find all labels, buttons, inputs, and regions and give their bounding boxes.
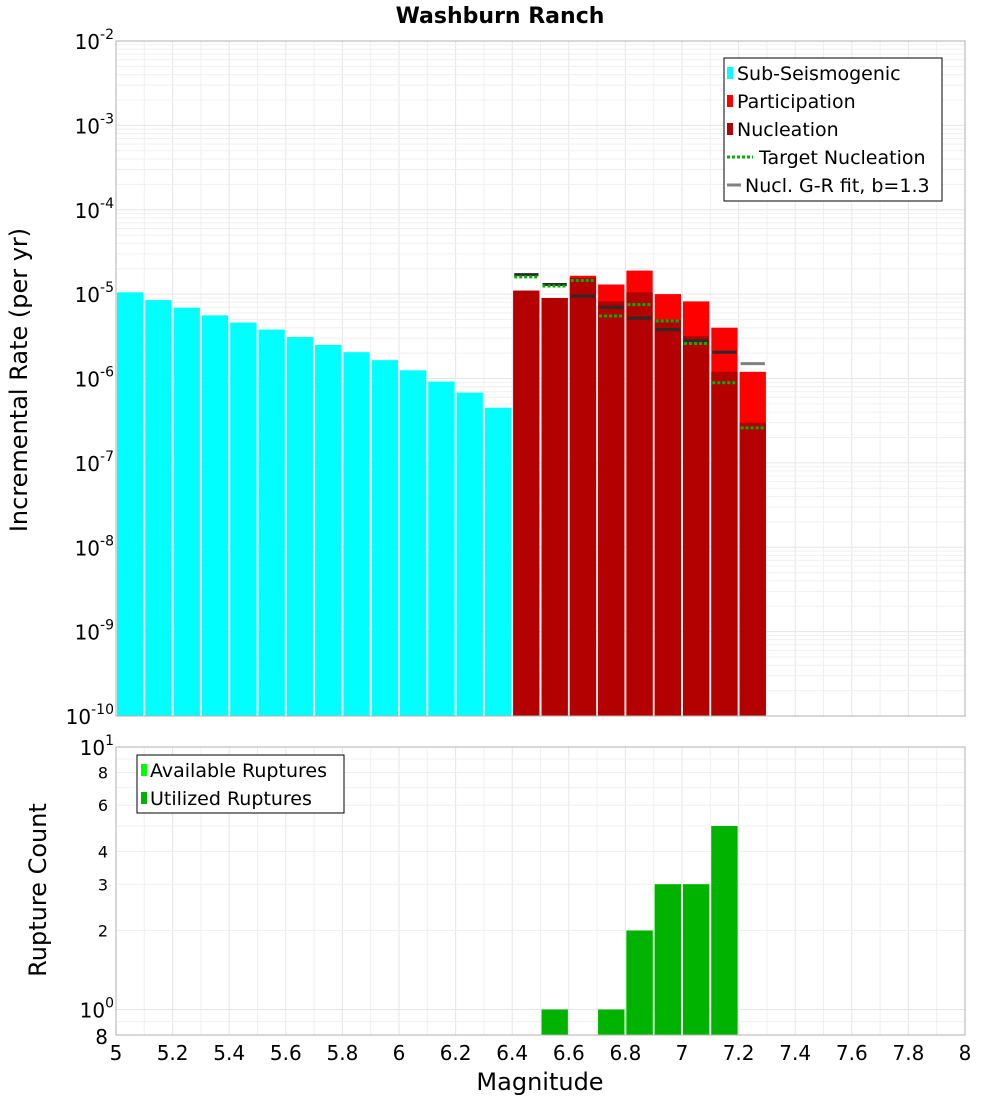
bottom-y-tick-label: 4 — [98, 842, 108, 861]
x-tick-label: 5.2 — [157, 1041, 189, 1065]
top-marks — [514, 273, 765, 430]
utilized-ruptures-bar — [626, 930, 653, 1035]
top-y-axis-label: Incremental Rate (per yr) — [5, 228, 33, 532]
utilized-ruptures-bar — [711, 826, 738, 1035]
legend-label-gr-fit: Nucl. G-R fit, b=1.3 — [745, 175, 930, 197]
x-tick-label: 7.4 — [779, 1041, 811, 1065]
nucleation-bar — [569, 278, 597, 716]
sub-seismogenic-bar — [258, 329, 285, 716]
legend-label-sub-seismogenic: Sub-Seismogenic — [737, 63, 901, 85]
top-plot: 10-10 10-9 10-8 10-7 10-6 10-5 10-4 10-3 10-2 In… — [5, 27, 966, 729]
nucleation-bar — [598, 301, 625, 716]
legend-label-available-ruptures: Available Ruptures — [150, 760, 327, 782]
bottom-bars — [541, 826, 738, 1035]
top-bars — [117, 270, 766, 716]
bottom-y-tick-label: 8 — [98, 763, 108, 782]
sub-seismogenic-bar — [456, 392, 483, 716]
nucleation-bar — [626, 292, 653, 716]
nucleation-bar — [683, 335, 710, 716]
nucleation-bar — [513, 290, 540, 716]
x-tick-label: 5 — [110, 1041, 123, 1065]
legend-swatch-sub-seismogenic — [727, 67, 733, 79]
top-y-tick-label: 10-4 — [75, 196, 115, 223]
sub-seismogenic-bar — [117, 292, 144, 716]
top-legend: Sub-Seismogenic Participation Nucleation… — [723, 57, 943, 202]
x-tick-label: 7.2 — [723, 1041, 755, 1065]
sub-seismogenic-bar — [173, 307, 200, 716]
x-tick-label: 7 — [676, 1041, 689, 1065]
top-y-tick-label: 10-5 — [75, 280, 114, 307]
legend-swatch-available-ruptures — [141, 764, 147, 776]
legend-swatch-participation — [727, 95, 733, 107]
bottom-legend: Available Ruptures Utilized Ruptures — [136, 754, 345, 814]
legend-label-participation: Participation — [737, 91, 856, 113]
x-tick-label: 7.6 — [836, 1041, 868, 1065]
sub-seismogenic-bar — [315, 344, 342, 716]
top-plot-frame — [115, 40, 966, 717]
utilized-ruptures-bar — [541, 1009, 568, 1035]
x-tick-label: 6.6 — [553, 1041, 585, 1065]
x-tick-label: 7.8 — [892, 1041, 924, 1065]
sub-seismogenic-bar — [428, 381, 455, 716]
x-tick-label: 6.8 — [609, 1041, 641, 1065]
sub-seismogenic-bar — [371, 360, 398, 716]
top-y-tick-label: 10-9 — [75, 618, 114, 645]
nucleation-bar — [654, 319, 681, 716]
sub-seismogenic-bar — [230, 322, 257, 716]
top-y-tick-label: 10-3 — [75, 111, 114, 138]
sub-seismogenic-bar — [201, 315, 229, 716]
nucleation-bar — [711, 371, 738, 716]
x-axis-label: Magnitude — [476, 1068, 603, 1096]
x-tick-label: 5.8 — [326, 1041, 358, 1065]
nucleation-bar — [541, 297, 568, 716]
sub-seismogenic-bar — [286, 337, 314, 716]
legend-label-nucleation: Nucleation — [737, 119, 839, 141]
bottom-y-axis-label: Rupture Count — [24, 803, 52, 977]
legend-label-target-nucleation: Target Nucleation — [758, 147, 926, 169]
legend-swatch-utilized-ruptures — [141, 792, 147, 804]
bottom-y-tick-label: 8 — [95, 1025, 108, 1049]
legend-swatch-nucleation — [727, 123, 733, 135]
sub-seismogenic-bar — [343, 352, 370, 716]
bottom-y-major-label: 100 — [80, 996, 114, 1023]
top-grid — [115, 40, 966, 717]
utilized-ruptures-bar — [598, 1009, 625, 1035]
x-tick-label: 8 — [959, 1041, 972, 1065]
bottom-y-tick-label: 3 — [98, 875, 108, 894]
nucleation-bar — [739, 422, 766, 716]
top-y-tick-label: 10-7 — [75, 449, 114, 476]
bottom-y-tick-label: 2 — [98, 922, 108, 941]
chart-title: Washburn Ranch — [396, 4, 605, 29]
top-y-tick-label: 10-8 — [75, 533, 114, 560]
top-y-tick-label: 10-2 — [75, 27, 114, 54]
top-y-tick-label: 10-6 — [75, 365, 115, 392]
x-tick-label: 6 — [393, 1041, 406, 1065]
top-y-ticks: 10-10 10-9 10-8 10-7 10-6 10-5 10-4 10-3 10-2 — [66, 27, 114, 729]
sub-seismogenic-bar — [484, 407, 512, 716]
utilized-ruptures-bar — [654, 884, 681, 1035]
bottom-x-ticks: 5 5.2 5.4 5.6 5.8 6 6.2 6.4 6.6 6.8 7 7.2 7.4 7.6 7.8 8 — [110, 1041, 972, 1065]
top-legend-box — [723, 57, 943, 202]
utilized-ruptures-bar — [683, 884, 710, 1035]
sub-seismogenic-bar — [145, 300, 172, 716]
bottom-legend-box — [136, 754, 345, 814]
legend-label-utilized-ruptures: Utilized Ruptures — [150, 788, 312, 810]
x-tick-label: 5.6 — [270, 1041, 302, 1065]
top-y-tick-label: 10-10 — [66, 702, 114, 729]
bottom-y-tick-label: 6 — [98, 796, 108, 815]
x-tick-label: 5.4 — [213, 1041, 245, 1065]
x-tick-label: 6.4 — [496, 1041, 528, 1065]
x-tick-label: 6.2 — [440, 1041, 472, 1065]
bottom-y-major-label: 101 — [80, 733, 114, 760]
bottom-plot-frame — [115, 746, 966, 1036]
sub-seismogenic-bar — [400, 370, 427, 716]
